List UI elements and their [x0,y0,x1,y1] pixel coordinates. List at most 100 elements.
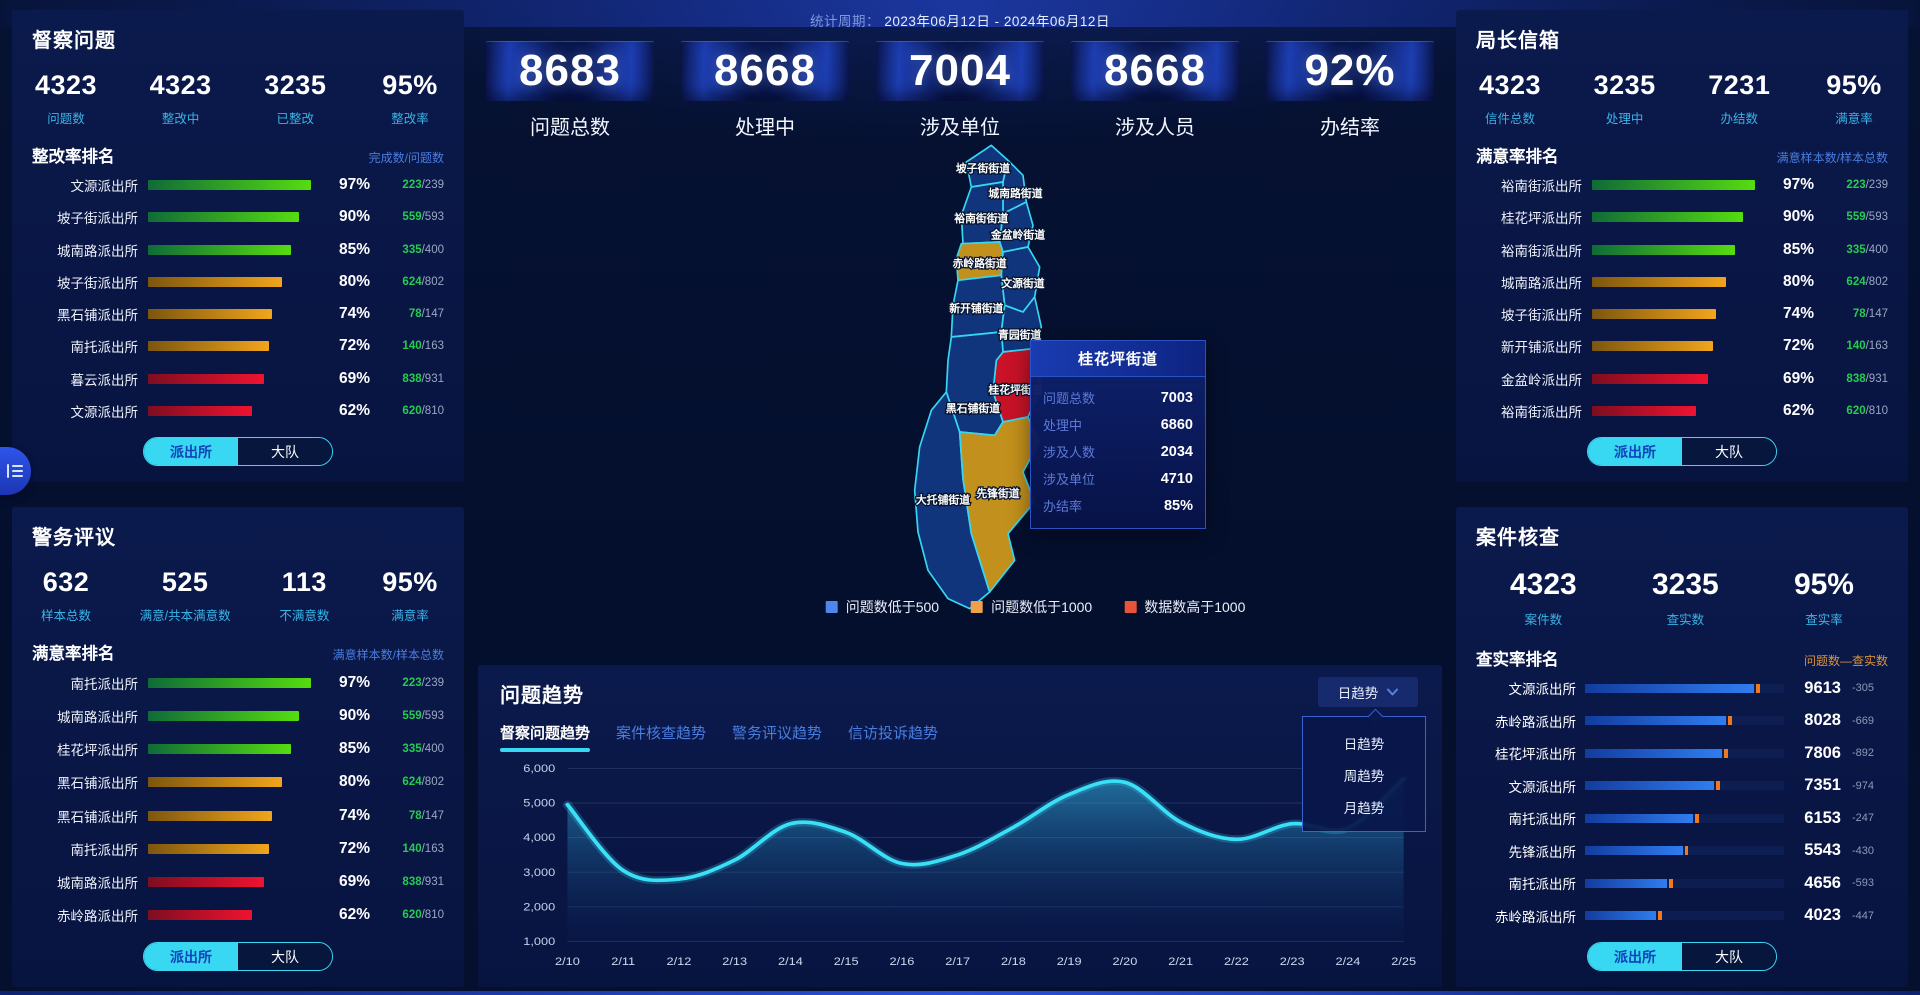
rank-bar [148,677,311,688]
x-axis-label: 2/12 [667,955,692,968]
rank-name: 坡子街派出所 [57,211,138,227]
toggle-option-pcs[interactable]: 派出所 [144,438,238,465]
ranking-subtitle: 问题数—查实数 [1803,654,1888,668]
rank-subvalue: -247 [1852,812,1875,825]
rank-subvalue: -447 [1852,909,1875,922]
rank-bar-track [148,810,316,821]
rank-bar-track [148,212,316,223]
tooltip-value: 7003 [1160,389,1193,406]
toggle-option-dadui[interactable]: 大队 [238,438,332,465]
stat-label: 信件总数 [1484,112,1535,126]
toggle-option-dadui[interactable]: 大队 [238,943,332,970]
ranking-title: 满意率排名 [32,645,115,663]
stat: 95% 满意率 [378,567,442,624]
stat-value: 8668 [681,41,849,101]
rank-fraction: 838/931 [1846,372,1888,385]
stat-label: 涉及单位 [920,117,1000,139]
unit-toggle: 派出所 大队 [1587,437,1777,466]
stat: 8668 处理中 [681,41,849,140]
rank-row: 坡子街派出所 80% 624/802 [32,269,444,294]
legend-item: 问题数低于1000 [971,597,1092,617]
rank-bar-track [1592,405,1760,416]
rank-percent: 80% [338,773,370,791]
dropdown-option[interactable]: 日趋势 [1343,737,1385,752]
rank-percent: 97% [338,673,370,691]
tooltip-row: 办结率 85% [1043,492,1193,519]
rank-bar [148,843,269,854]
stat: 95% 整改率 [378,70,442,127]
map-label: 赤岭路街道 [953,256,1007,270]
dropdown-value: 日趋势 [1337,686,1379,701]
x-axis-label: 2/18 [1001,955,1026,968]
tab-petition-trend[interactable]: 信访投诉趋势 [848,725,939,742]
tab-case-trend[interactable]: 案件核查趋势 [616,725,707,742]
dropdown-option[interactable]: 周趋势 [1343,769,1385,784]
rank-bar-track [1592,309,1760,320]
stat-label: 案件数 [1524,613,1563,627]
dropdown-option[interactable]: 月趋势 [1343,801,1385,816]
rank-fraction: 559/593 [402,211,444,224]
rank-bar [148,777,283,788]
stat-label: 办结数 [1720,112,1759,126]
x-axis-label: 2/15 [834,955,859,968]
stat: 3235 查实数 [1652,568,1719,628]
rank-row: 城南路派出所 69% 838/931 [32,870,444,895]
rank-name: 桂花坪派出所 [1501,211,1582,227]
rank-fraction: 624/802 [1846,275,1888,288]
stat-period: 统计周期： 2023年06月12日 - 2024年06月12日 [478,10,1442,29]
rank-name: 城南路派出所 [57,243,138,259]
rank-percent: 74% [1782,305,1814,323]
tab-review-trend[interactable]: 警务评议趋势 [732,725,823,742]
stat-label: 满意率 [391,609,429,623]
ranking-title: 整改率排名 [32,148,115,166]
rank-fraction: 140/163 [402,842,444,855]
legend-label: 数据数高于1000 [1144,599,1246,615]
toggle-option-pcs[interactable]: 派出所 [144,943,238,970]
rank-percent: 85% [338,740,370,758]
rank-fraction: 620/810 [402,404,444,417]
rank-percent: 62% [338,906,370,924]
rank-percent: 90% [338,706,370,724]
panel-title: 警务评议 [32,527,116,549]
stat: 92% 办结率 [1266,41,1434,140]
stat-label: 不满意数 [279,609,330,623]
rank-row: 黑石铺派出所 80% 624/802 [32,770,444,795]
stat: 525 满意/共本满意数 [140,567,231,624]
legend-swatch [1124,601,1137,613]
toggle-option-pcs[interactable]: 派出所 [1588,438,1682,465]
trend-period-dropdown[interactable]: 日趋势 [1318,677,1418,707]
rank-name: 文源派出所 [70,179,139,195]
stat-value: 95% [382,567,438,597]
stat-label: 已整改 [276,112,315,126]
ranking-header: 整改率排名 完成数/问题数 [32,143,444,167]
toggle-option-dadui[interactable]: 大队 [1682,943,1776,970]
stat-value: 92% [1266,41,1434,101]
rank-bar-tip [1716,781,1721,791]
rank-row: 暮云派出所 69% 838/931 [32,366,445,391]
rank-bar [148,910,253,921]
rank-row: 裕南街派出所 62% 620/810 [1476,398,1888,423]
stat-label: 满意率 [1835,112,1873,126]
stat: 4323 信件总数 [1478,70,1542,127]
rank-row: 城南路派出所 90% 559/593 [32,703,444,728]
rank-bar-track [1592,244,1760,255]
rank-fraction: 140/163 [1846,340,1888,353]
rank-percent: 62% [1782,401,1814,419]
rank-bar-track [1592,341,1760,352]
x-axis-label: 2/14 [778,955,803,968]
review-stats: 632 样本总数 525 满意/共本满意数 113 不满意数 95% 满意率 [32,550,444,632]
ranking-list: 南托派出所 97% 223/239 城南路派出所 90% 559/593 桂花坪派出所 85%… [32,666,444,932]
rank-bar [1585,878,1667,888]
rank-row: 赤岭路派出所 8028 -669 [1476,708,1888,733]
tab-inspection-trend[interactable]: 督察问题趋势 [500,722,591,752]
rank-bar [1585,683,1755,693]
left-column: 督察问题 4323 问题数 4323 整改中 3235 已整改 95% 整改率 整改率排… [12,10,464,987]
rank-bar [1592,180,1755,191]
rank-row: 金盆岭派出所 69% 838/931 [1476,366,1888,391]
rank-percent: 69% [338,369,370,387]
rank-bar [148,180,311,191]
toggle-option-dadui[interactable]: 大队 [1682,438,1776,465]
map-label: 文源街道 [1002,276,1045,290]
toggle-option-pcs[interactable]: 派出所 [1588,943,1682,970]
rank-percent: 69% [1782,369,1814,387]
